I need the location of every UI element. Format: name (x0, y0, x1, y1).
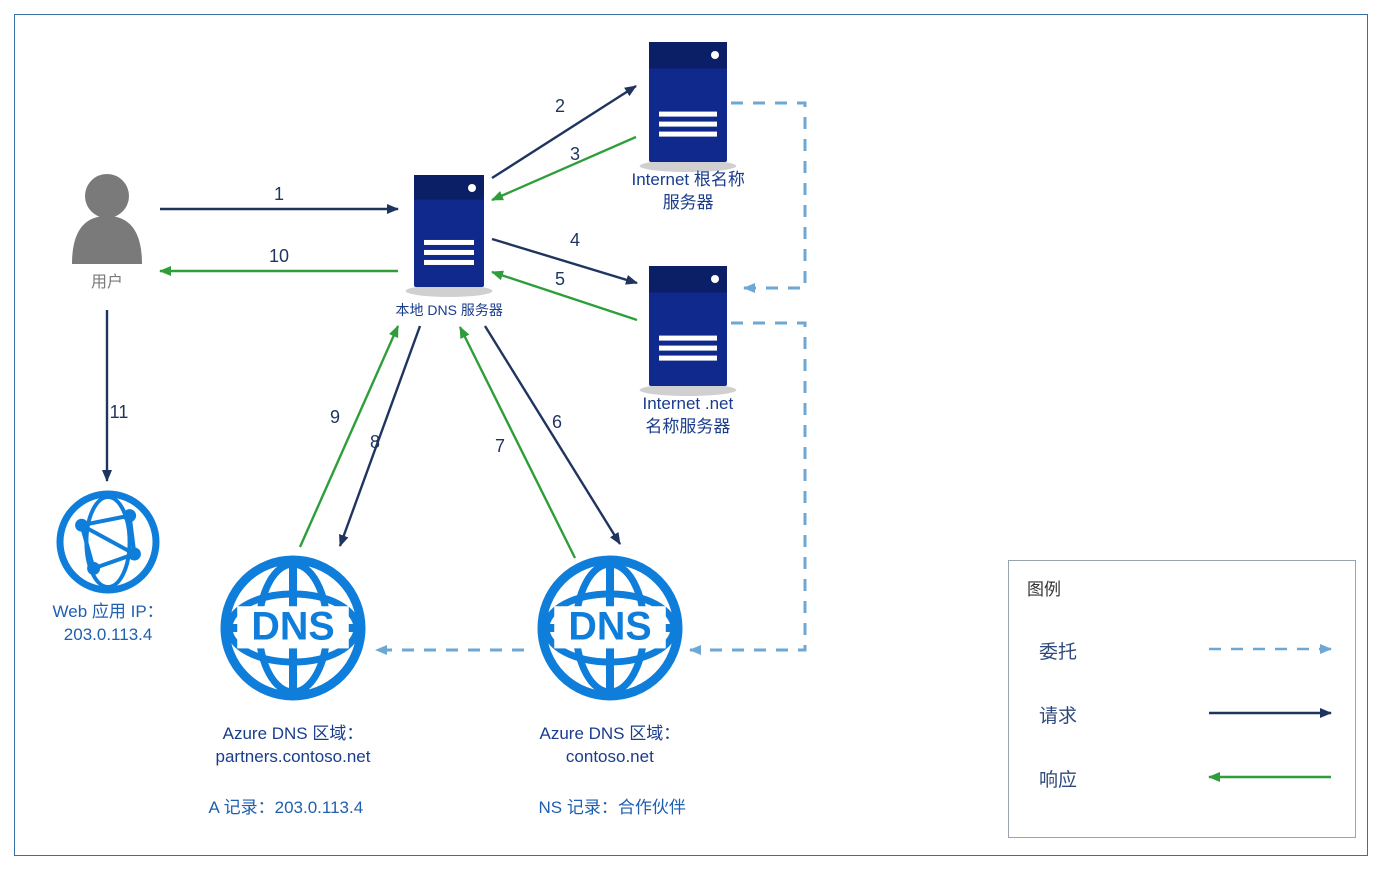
edge-3 (492, 137, 636, 200)
edge-num-9: 9 (330, 407, 340, 427)
net-server-label: Internet .net 名称服务器 (643, 393, 734, 439)
local-dns-server-icon (406, 175, 493, 297)
local-dns-label: 本地 DNS 服务器 (396, 301, 503, 320)
edge-9 (300, 326, 398, 547)
dns-delegation-diagram: DNS DNS 1 10 2 3 45 6 7 8 9 11 用户本地 DNS 服务器 Internet … (0, 0, 1386, 872)
edge-num-6: 6 (552, 412, 562, 432)
web-app-label: Web 应用 IP： 203.0.113.4 (53, 601, 164, 647)
dns-partners-record: A 记录：203.0.113.4 (209, 797, 364, 820)
dns-contoso-label: Azure DNS 区域： contoso.net (540, 723, 681, 769)
root-server-label: Internet 根名称 服务器 (632, 169, 745, 215)
edge-num-7: 7 (495, 436, 505, 456)
web-app-icon (60, 494, 156, 590)
edge-num-3: 3 (570, 144, 580, 164)
svg-text:DNS: DNS (251, 605, 334, 649)
user-label: 用户 (91, 272, 123, 294)
root-server-icon (640, 42, 737, 172)
dns-contoso-icon: DNS (542, 560, 678, 696)
edge-num-11: 11 (110, 402, 129, 422)
net-server-icon (640, 266, 737, 396)
legend-item-delegation: 委托 (1039, 637, 1077, 664)
svg-text:DNS: DNS (568, 605, 651, 649)
edge-num-4: 4 (570, 230, 580, 250)
legend-item-response: 响应 (1039, 765, 1077, 792)
edge-num-10: 10 (269, 246, 289, 266)
legend-box: 图例委托请求响应 (1008, 560, 1356, 838)
legend-item-request: 请求 (1039, 701, 1077, 728)
dns-partners-label: Azure DNS 区域： partners.contoso.net (216, 723, 371, 769)
edge-num-5: 5 (555, 269, 565, 289)
dns-partners-icon: DNS (225, 560, 361, 696)
edge-num-1: 1 (274, 184, 284, 204)
edge-num-2: 2 (555, 96, 565, 116)
edge-num-8: 8 (370, 432, 380, 452)
dns-contoso-record: NS 记录：合作伙伴 (539, 797, 686, 820)
user-icon (72, 174, 142, 264)
